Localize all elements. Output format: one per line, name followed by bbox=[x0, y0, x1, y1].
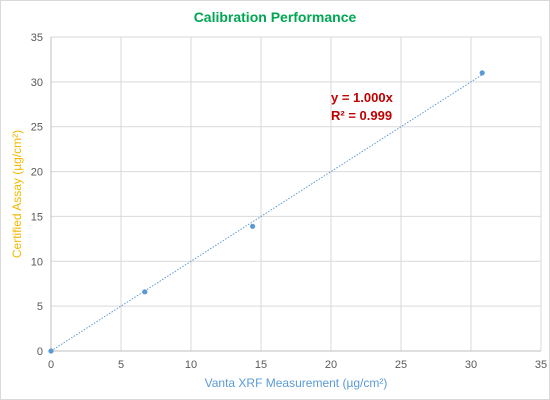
gridlines bbox=[51, 36, 542, 351]
annotations: y = 1.000x R² = 0.999 bbox=[331, 90, 394, 123]
y-tick-label: 25 bbox=[31, 122, 43, 134]
trendline-annotation: R² = 0.999 bbox=[331, 108, 392, 123]
data-point bbox=[250, 223, 256, 229]
axes bbox=[50, 37, 541, 352]
x-tick-label: 25 bbox=[395, 359, 407, 371]
trendline-annotation: y = 1.000x bbox=[331, 90, 394, 105]
x-tick-label: 5 bbox=[118, 359, 124, 371]
x-tick-label: 30 bbox=[465, 359, 477, 371]
y-tick-label: 35 bbox=[31, 32, 43, 44]
data-point bbox=[48, 348, 54, 354]
data-point bbox=[479, 70, 485, 76]
y-axis-title: Certified Assay (µg/cm²) bbox=[10, 130, 24, 258]
y-tick-label: 0 bbox=[37, 346, 43, 358]
data-points bbox=[48, 70, 485, 354]
x-tick-label: 20 bbox=[325, 359, 337, 371]
data-point bbox=[142, 289, 148, 295]
y-tick-label: 30 bbox=[31, 77, 43, 89]
y-tick-label: 5 bbox=[37, 301, 43, 313]
x-axis-title: Vanta XRF Measurement (µg/cm²) bbox=[205, 376, 388, 390]
x-tick-label: 0 bbox=[48, 359, 54, 371]
tick-labels: 0 5 10 15 20 25 30 35 0 5 10 15 20 25 30 35 bbox=[31, 32, 547, 371]
axis-titles: Vanta XRF Measurement (µg/cm²) Certified … bbox=[10, 130, 387, 390]
y-tick-label: 20 bbox=[31, 167, 43, 179]
y-tick-label: 15 bbox=[31, 211, 43, 223]
x-tick-label: 35 bbox=[535, 359, 547, 371]
x-tick-label: 15 bbox=[255, 359, 267, 371]
trendline-group bbox=[50, 74, 483, 352]
chart-title: Calibration Performance bbox=[193, 9, 357, 25]
x-tick-label: 10 bbox=[185, 359, 197, 371]
trendline bbox=[50, 74, 483, 352]
y-tick-label: 10 bbox=[31, 256, 43, 268]
